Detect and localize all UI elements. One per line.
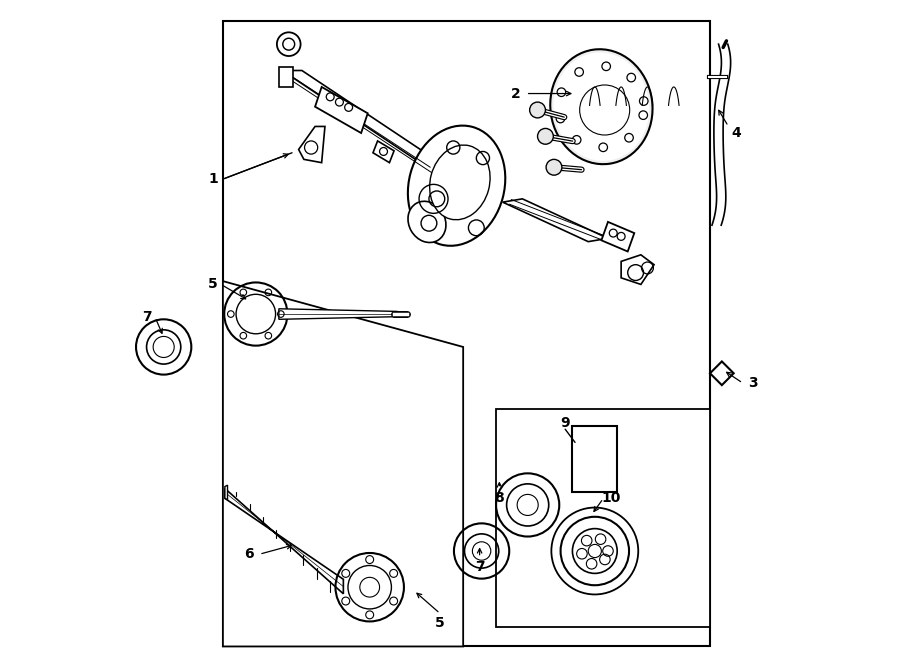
Polygon shape [373, 141, 394, 163]
Circle shape [546, 159, 562, 175]
Ellipse shape [429, 145, 490, 219]
Bar [223, 21, 710, 646]
Circle shape [537, 128, 554, 144]
Text: 7: 7 [475, 561, 484, 574]
Polygon shape [315, 87, 368, 133]
Text: 4: 4 [732, 126, 742, 140]
Bar [496, 409, 710, 627]
Circle shape [529, 102, 545, 118]
Text: 2: 2 [511, 87, 521, 100]
Text: 1: 1 [208, 172, 218, 186]
Text: 6: 6 [245, 547, 254, 561]
Polygon shape [223, 281, 464, 646]
Bar [572, 426, 616, 492]
Polygon shape [601, 222, 634, 252]
Ellipse shape [408, 202, 446, 243]
Polygon shape [299, 126, 325, 163]
Text: 9: 9 [561, 416, 570, 430]
Polygon shape [279, 67, 293, 87]
Text: 3: 3 [748, 376, 758, 390]
Text: 5: 5 [436, 617, 445, 631]
Ellipse shape [554, 52, 649, 161]
Polygon shape [621, 254, 654, 284]
Ellipse shape [550, 49, 652, 164]
Ellipse shape [408, 126, 505, 246]
Polygon shape [503, 199, 608, 242]
Polygon shape [225, 488, 344, 594]
Polygon shape [710, 362, 734, 385]
Text: 10: 10 [601, 491, 621, 506]
Text: 5: 5 [208, 278, 218, 292]
Polygon shape [225, 485, 228, 500]
Text: 7: 7 [142, 310, 152, 325]
Polygon shape [279, 309, 397, 319]
Text: 8: 8 [494, 491, 504, 506]
Polygon shape [283, 71, 440, 163]
